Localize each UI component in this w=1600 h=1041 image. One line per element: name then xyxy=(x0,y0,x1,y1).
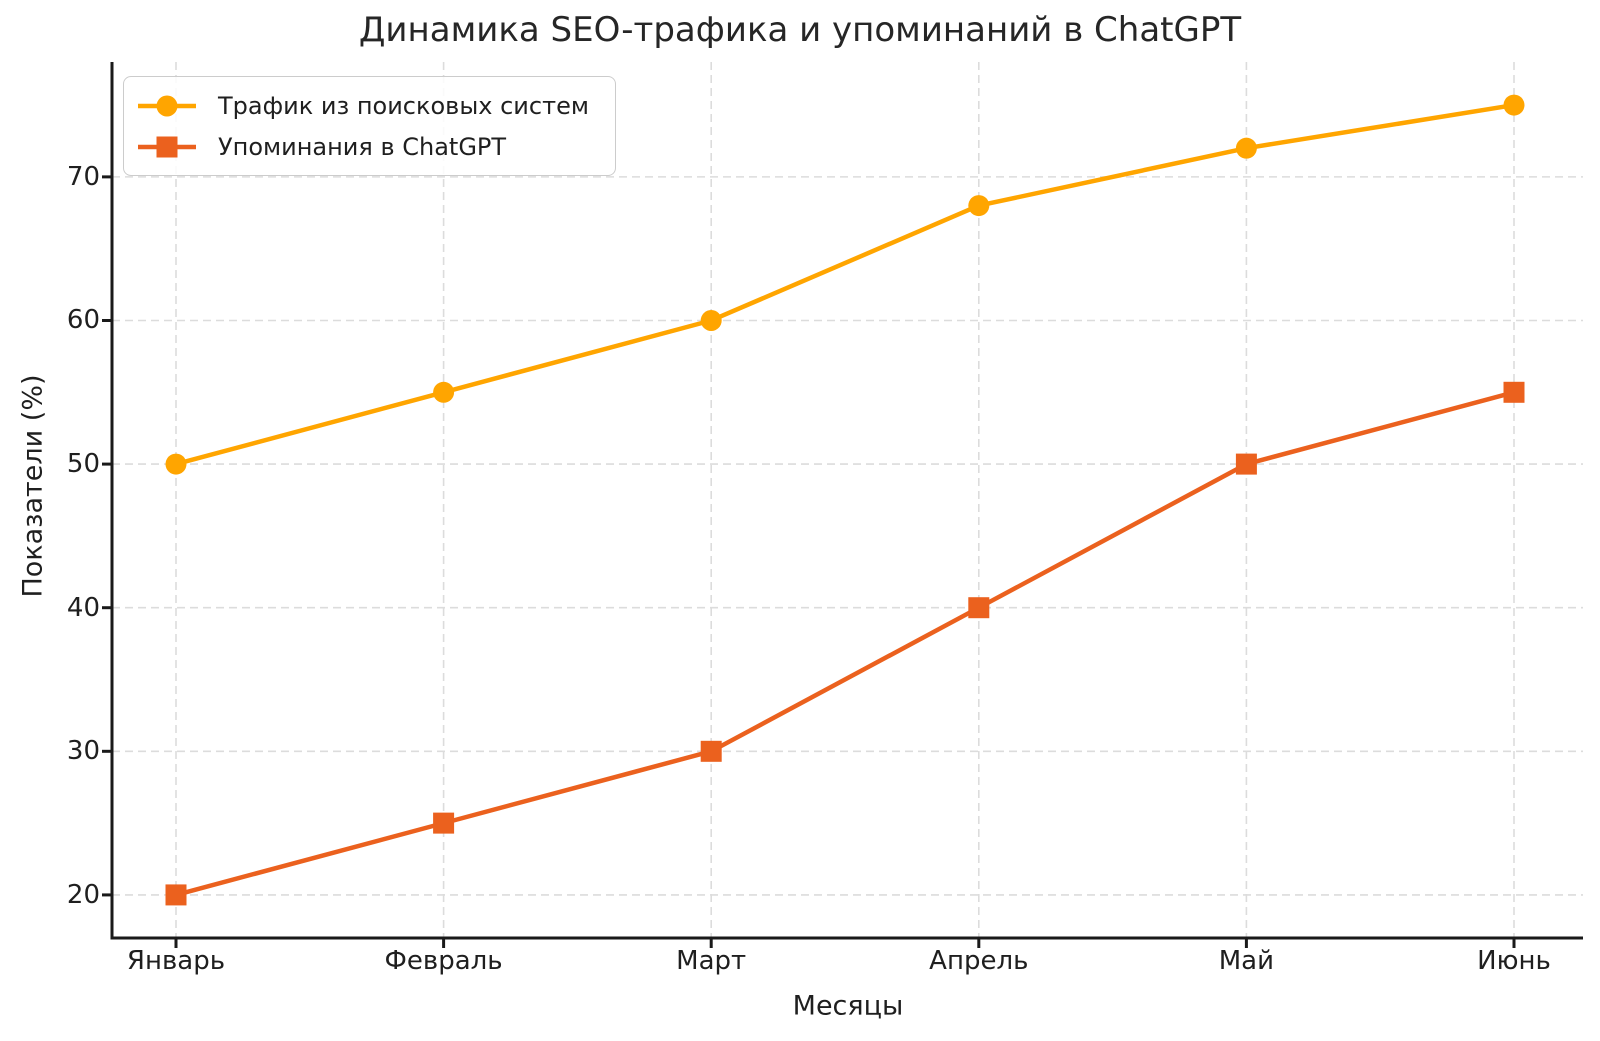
data-point-chatgpt-mentions xyxy=(433,812,455,834)
data-point-search-traffic xyxy=(1503,94,1525,116)
data-point-chatgpt-mentions xyxy=(968,597,990,619)
data-point-chatgpt-mentions xyxy=(165,884,187,906)
data-point-chatgpt-mentions xyxy=(700,740,722,762)
x-tick-label: Июнь xyxy=(1477,946,1551,976)
y-tick-label: 70 xyxy=(66,161,100,192)
x-tick-label: Апрель xyxy=(929,946,1029,976)
y-tick-label: 20 xyxy=(66,879,100,910)
data-point-chatgpt-mentions xyxy=(1235,453,1257,475)
legend-item: Упоминания в ChatGPT xyxy=(138,126,589,167)
y-tick-label: 30 xyxy=(66,736,100,767)
circle-marker-icon xyxy=(138,95,196,116)
square-marker-icon xyxy=(138,136,196,157)
data-point-search-traffic xyxy=(968,195,990,217)
x-axis-label: Месяцы xyxy=(792,990,904,1022)
chart-title: Динамика SEO-трафика и упоминаний в Chat… xyxy=(358,10,1242,50)
x-tick-label: Май xyxy=(1218,946,1275,976)
y-tick-label: 50 xyxy=(66,449,100,480)
legend-item: Трафик из поисковых систем xyxy=(138,85,589,126)
series-line-search-traffic xyxy=(173,102,1517,467)
legend: Трафик из поисковых систем Упоминания в C… xyxy=(123,76,616,176)
x-tick-label: Январь xyxy=(126,946,226,976)
data-point-search-traffic xyxy=(1235,137,1257,159)
y-axis-label: Показатели (%) xyxy=(17,374,49,598)
legend-label: Трафик из поисковых систем xyxy=(218,91,589,120)
y-tick-label: 40 xyxy=(66,592,100,623)
data-point-search-traffic xyxy=(700,309,722,331)
data-point-chatgpt-mentions xyxy=(1503,381,1525,403)
x-tick-label: Февраль xyxy=(384,946,503,976)
series-line-chatgpt-mentions xyxy=(173,390,1517,898)
y-tick-label: 60 xyxy=(66,305,100,336)
legend-label: Упоминания в ChatGPT xyxy=(218,132,507,161)
data-point-search-traffic xyxy=(165,453,187,475)
data-point-search-traffic xyxy=(433,381,455,403)
x-tick-label: Март xyxy=(676,946,747,976)
